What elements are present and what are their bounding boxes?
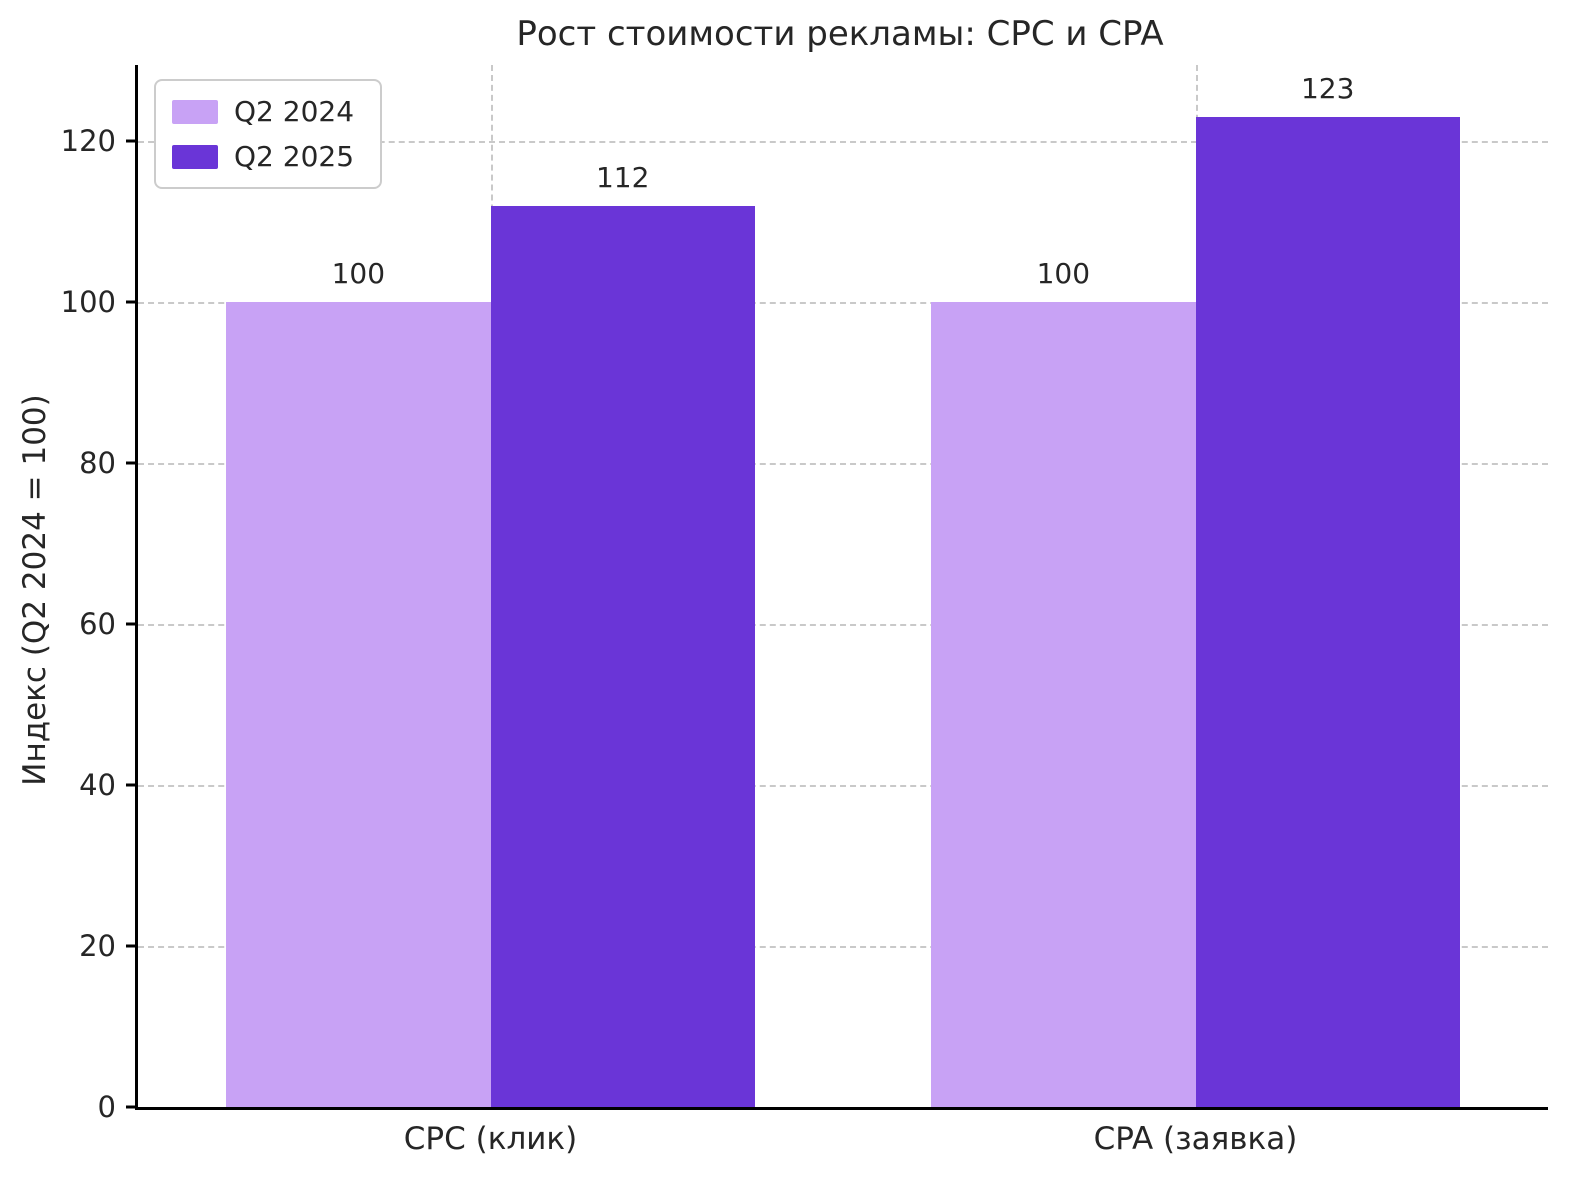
bar-value-label: 112 <box>595 160 650 194</box>
y-tick-mark <box>126 461 138 465</box>
legend-entry: Q2 2024 <box>172 95 354 128</box>
legend-swatch-icon <box>172 144 218 169</box>
y-tick-mark <box>126 300 138 304</box>
y-tick-label: 60 <box>79 607 116 642</box>
bar-q2-2025-cat0 <box>490 205 755 1107</box>
y-gridline <box>138 946 1548 949</box>
legend-label: Q2 2024 <box>234 95 355 128</box>
y-tick-mark <box>126 783 138 787</box>
y-tick-label: 120 <box>60 124 116 159</box>
y-tick-mark <box>126 1105 138 1109</box>
y-gridline <box>138 624 1548 627</box>
y-tick-mark <box>126 944 138 948</box>
y-tick-label: 100 <box>60 285 116 320</box>
x-tick-label: CPA (заявка) <box>1093 1121 1298 1157</box>
bar-q2-2024-cat1 <box>931 302 1196 1107</box>
y-tick-mark <box>126 622 138 626</box>
bar-q2-2025-cat1 <box>1195 117 1460 1107</box>
y-gridline <box>138 463 1548 466</box>
bar-q2-2024-cat0 <box>226 302 491 1107</box>
chart-title: Рост стоимости рекламы: CPC и CPA <box>516 14 1164 54</box>
y-tick-label: 80 <box>79 446 116 481</box>
y-gridline <box>138 302 1548 305</box>
bar-value-label: 100 <box>1036 257 1091 291</box>
bar-value-label: 123 <box>1300 72 1355 106</box>
legend-swatch-icon <box>172 99 218 124</box>
x-tick-label: CPC (клик) <box>403 1121 578 1157</box>
y-tick-label: 20 <box>79 929 116 964</box>
y-tick-label: 40 <box>79 768 116 803</box>
legend: Q2 2024 Q2 2025 <box>154 79 383 189</box>
y-gridline <box>138 141 1548 144</box>
y-gridline <box>138 785 1548 788</box>
plot-area: Q2 2024 Q2 2025 0 20 40 60 80 100 120 CPC (клик)… <box>61 65 1548 1157</box>
bar-value-label: 100 <box>331 257 386 291</box>
legend-label: Q2 2025 <box>234 140 355 173</box>
y-axis-label: Индекс (Q2 2024 = 100) <box>17 394 53 786</box>
y-tick-label: 0 <box>97 1090 116 1124</box>
legend-entry: Q2 2025 <box>172 140 354 173</box>
y-tick-mark <box>126 139 138 143</box>
